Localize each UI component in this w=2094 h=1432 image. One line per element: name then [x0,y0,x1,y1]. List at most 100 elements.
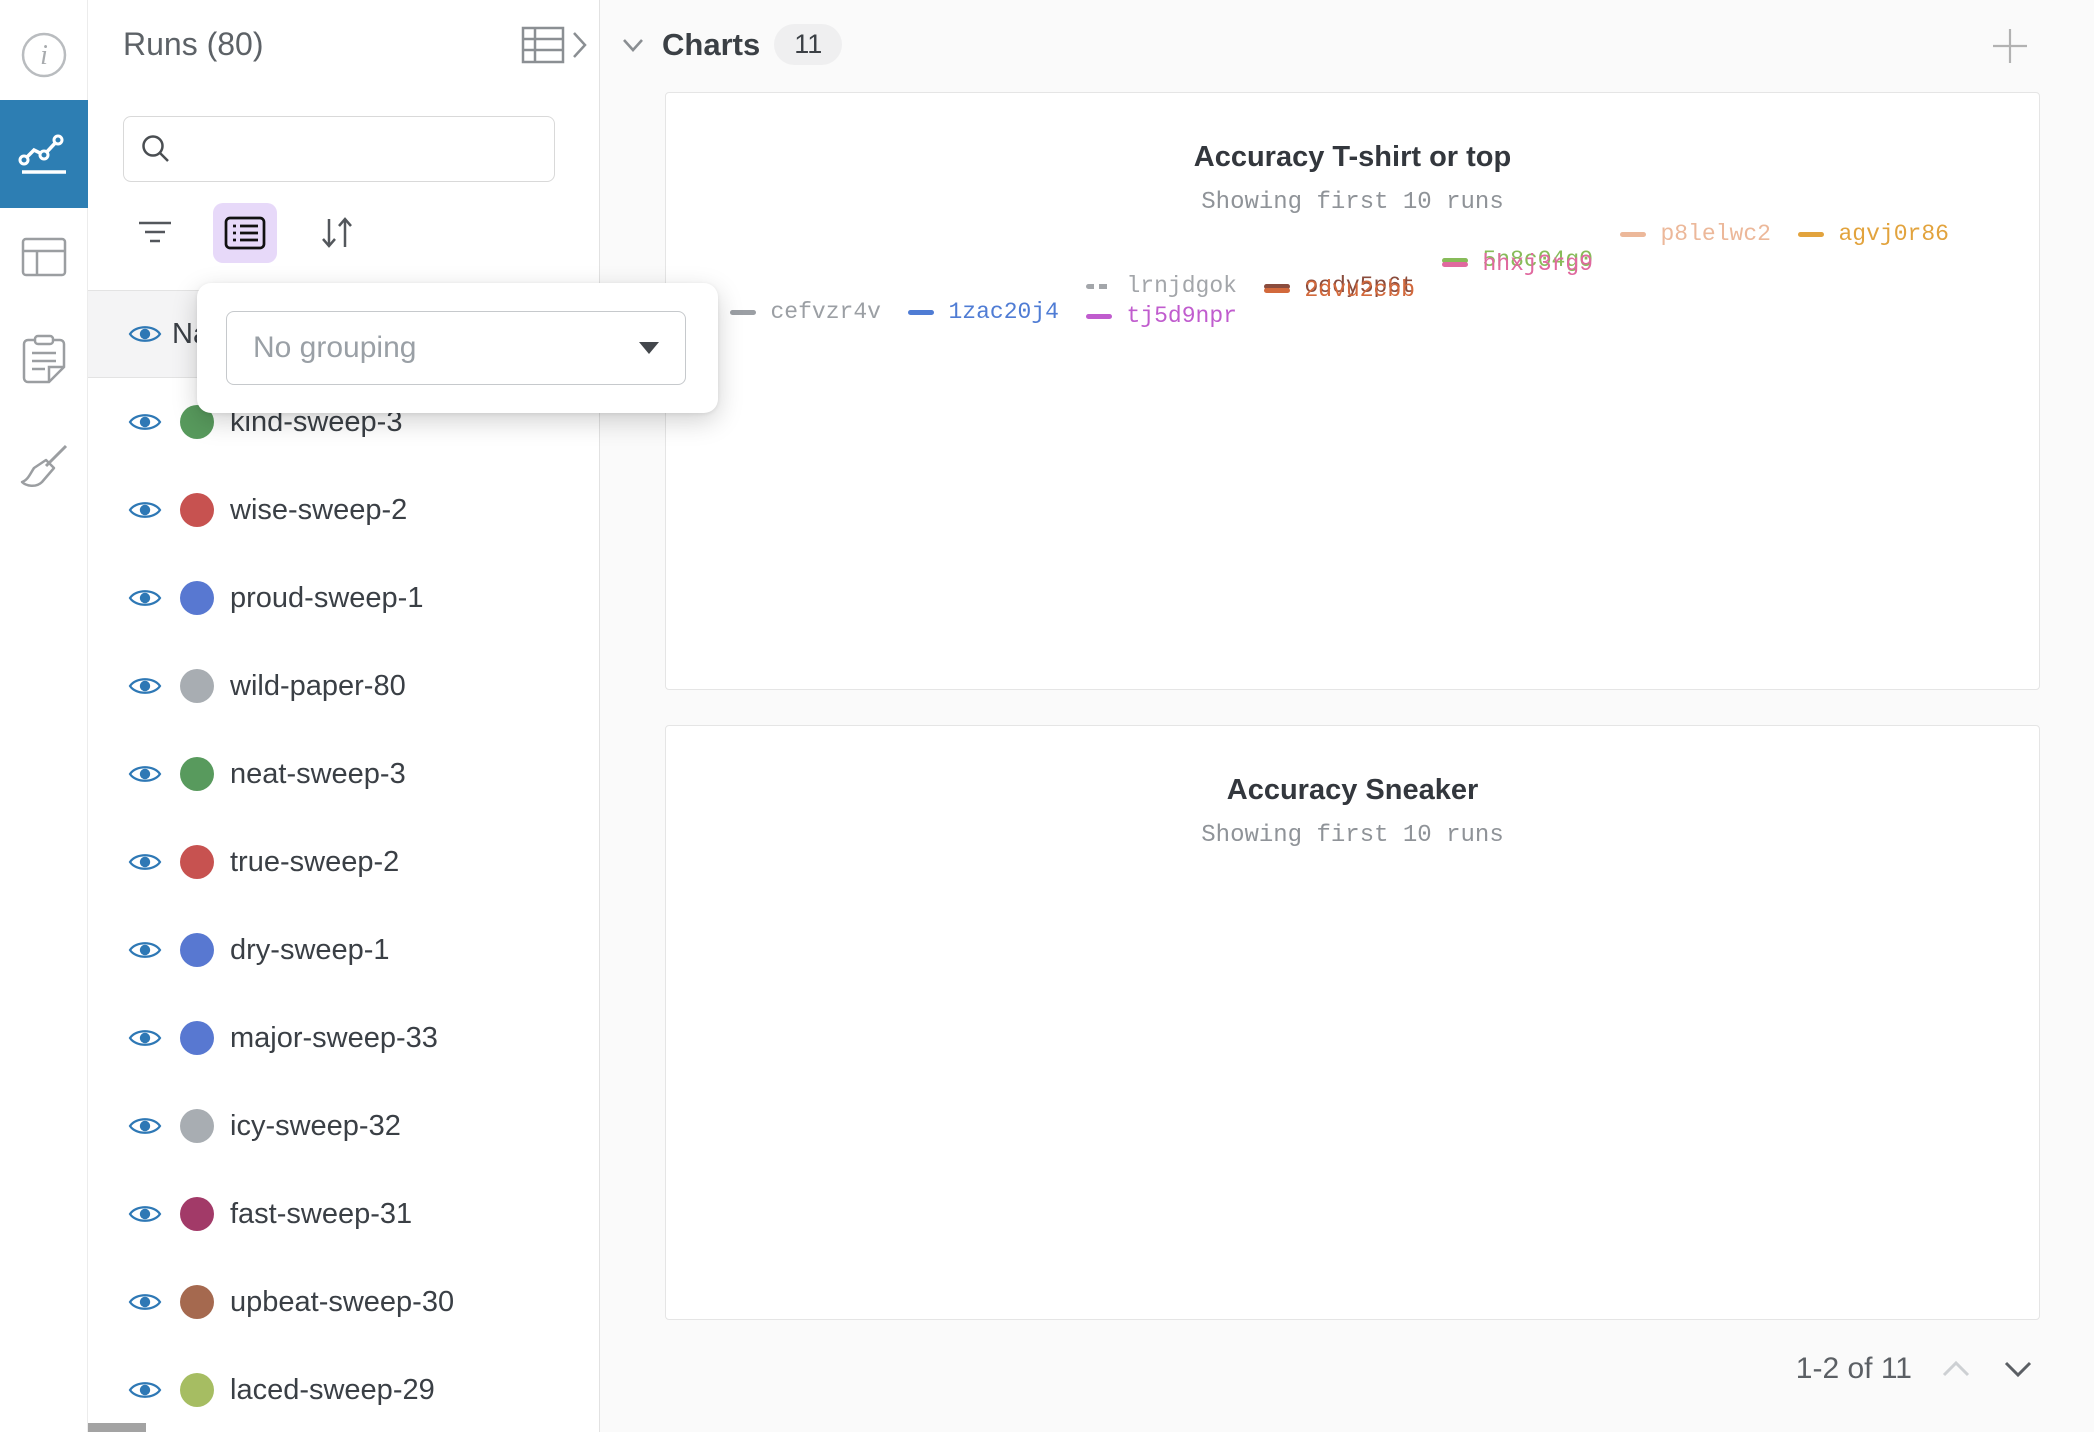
grouping-popover: No grouping [197,283,718,413]
visibility-eye-icon[interactable] [128,1026,162,1050]
run-row[interactable]: proud-sweep-1 [88,554,600,642]
filter-icon[interactable] [123,203,187,263]
run-color-dot [180,669,214,703]
visibility-eye-icon[interactable] [128,410,162,434]
visibility-eye-icon[interactable] [128,674,162,698]
chevron-down-icon[interactable] [618,30,648,60]
visibility-eye-icon[interactable] [128,938,162,962]
legend-swatch [1085,313,1112,319]
chart-title: Accuracy T-shirt or top [1193,141,1512,173]
legend-item-1zac20j4[interactable]: 1zac20j4 [907,299,1086,325]
run-color-dot [180,1021,214,1055]
run-color-dot [180,1197,214,1231]
pagination-text: 1-2 of 11 [1795,1352,1912,1385]
run-row[interactable]: wise-sweep-2 [88,466,600,554]
dropdown-caret-icon [639,342,659,354]
run-name: true-sweep-2 [230,845,400,878]
toggle-all-visibility-eye-icon[interactable] [128,322,162,346]
runs-sidebar: Runs (80) [88,0,600,1432]
run-name: fast-sweep-31 [230,1197,413,1230]
legend-item-agvj0r86[interactable]: agvj0r86 [1797,221,1976,247]
visibility-eye-icon[interactable] [128,498,162,522]
visibility-eye-icon[interactable] [128,1114,162,1138]
run-color-dot [180,933,214,967]
charts-count-badge: 11 [774,24,843,65]
info-icon[interactable]: i [0,10,88,100]
legend-item-cefvzr4v[interactable]: cefvzr4v [729,299,908,325]
run-name: wild-paper-80 [230,669,406,702]
run-row[interactable]: upbeat-sweep-30 [88,1258,600,1346]
legend-label: p8lelwc2 [1660,221,1771,247]
table-icon[interactable] [0,212,88,302]
visibility-eye-icon[interactable] [128,586,162,610]
run-search-box [123,116,555,182]
visibility-eye-icon[interactable] [128,1378,162,1402]
expand-runs-table-icon[interactable] [521,24,589,66]
run-search-input[interactable] [184,117,554,181]
run-controls-row [123,198,563,268]
svg-text:i: i [40,40,48,71]
legend-label: 5n8c04g0 [1482,247,1593,273]
chart-subtitle: Showing first 10 runs [1201,822,1504,849]
left-icon-rail: i [0,0,88,1432]
run-name: neat-sweep-3 [230,757,406,790]
chart-panel-accuracy-tshirt[interactable]: Accuracy T-shirt or top Showing first 10… [665,92,2040,690]
legend-item-ocdy5p6t[interactable]: ocdy5p6t [1263,273,1442,299]
visibility-eye-icon[interactable] [128,1290,162,1314]
legend-swatch [1619,231,1646,237]
broom-icon[interactable] [0,423,88,513]
run-row[interactable]: laced-sweep-29 [88,1346,600,1432]
legend-swatch [1263,283,1290,289]
grouping-dropdown[interactable]: No grouping [226,311,686,385]
run-color-dot [180,1285,214,1319]
runs-list: kind-sweep-3 wise-sweep-2 proud-sweep-1 wil… [88,378,600,1432]
visibility-eye-icon[interactable] [128,850,162,874]
run-row[interactable]: fast-sweep-31 [88,1170,600,1258]
visibility-eye-icon[interactable] [128,762,162,786]
panels-tab-icon[interactable] [0,100,88,208]
run-color-dot [180,493,214,527]
run-row[interactable]: true-sweep-2 [88,818,600,906]
run-row[interactable]: dry-sweep-1 [88,906,600,994]
grouping-dropdown-placeholder: No grouping [253,331,417,364]
group-list-icon [224,216,266,250]
legend-label: cefvzr4v [770,299,881,325]
legend-label: ocdy5p6t [1304,273,1415,299]
page-up-icon[interactable] [1938,1356,1974,1382]
legend-swatch [1263,287,1290,293]
charts-section-header[interactable]: Charts 11 [618,24,843,65]
group-runs-button[interactable] [213,203,277,263]
page-down-icon[interactable] [2000,1356,2036,1382]
run-name: proud-sweep-1 [230,581,424,614]
chart-legend: p8lelwc2 agvj0r86 5n8c04g0 lrnjdgok ocdy5p6t… [729,221,1976,329]
legend-label: tj5d9npr [1126,303,1237,329]
notes-icon[interactable] [0,315,88,405]
legend-label: 1zac20j4 [948,299,1059,325]
run-row[interactable]: wild-paper-80 [88,642,600,730]
chart-panel-accuracy-sneaker[interactable]: Accuracy Sneaker Showing first 10 runs [665,725,2040,1320]
run-name: icy-sweep-32 [230,1109,401,1142]
legend-item-lrnjdgok[interactable]: lrnjdgok [1085,273,1264,299]
legend-item-tj5d9npr[interactable]: tj5d9npr [1085,303,1264,329]
run-row[interactable]: icy-sweep-32 [88,1082,600,1170]
charts-pagination: 1-2 of 11 [1796,1352,2036,1386]
legend-swatch [1085,283,1112,289]
visibility-eye-icon[interactable] [128,1202,162,1226]
legend-item-2dvu2cbb[interactable]: 2dvu2cbb [1263,277,1442,303]
legend-item-hhxj3rg9[interactable]: hhxj3rg9 [1441,251,1620,277]
sort-icon[interactable] [305,203,369,263]
run-color-dot [180,757,214,791]
legend-item-p8lelwc2[interactable]: p8lelwc2 [1619,221,1798,247]
run-row[interactable]: major-sweep-33 [88,994,600,1082]
chart-title: Accuracy Sneaker [1226,774,1479,806]
run-name: major-sweep-33 [230,1021,438,1054]
legend-swatch [907,309,934,315]
run-name: wise-sweep-2 [230,493,408,526]
chart-subtitle: Showing first 10 runs [1201,189,1504,216]
runs-panel-title: Runs (80) [123,26,264,62]
run-row[interactable]: neat-sweep-3 [88,730,600,818]
legend-item-5n8c04g0[interactable]: 5n8c04g0 [1441,247,1620,273]
horizontal-scrollbar-thumb[interactable] [88,1423,146,1432]
add-panel-icon[interactable] [1988,24,2032,68]
